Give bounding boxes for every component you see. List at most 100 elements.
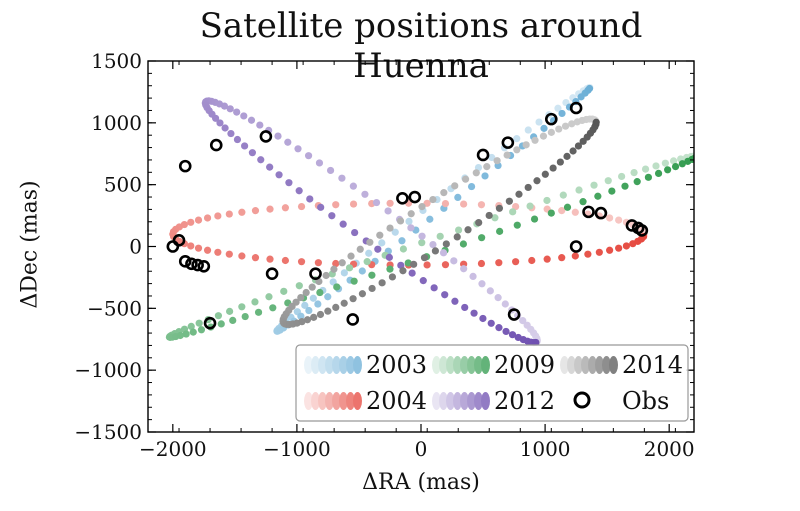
orbit-point — [295, 282, 303, 290]
orbit-point — [461, 175, 470, 183]
orbit-point — [241, 142, 249, 150]
legend-swatch-2004 — [304, 392, 313, 410]
orbit-point — [333, 283, 341, 291]
orbit-point — [461, 303, 469, 312]
orbit-point — [399, 267, 407, 275]
orbit-point — [304, 152, 313, 160]
orbit-point — [633, 178, 641, 186]
orbit-point — [396, 217, 405, 225]
orbit-point — [505, 197, 513, 205]
orbit-point — [693, 154, 694, 158]
legend-swatch-2004 — [353, 392, 362, 410]
legend-label: 2004 — [366, 387, 427, 415]
orbit-point — [238, 208, 246, 216]
orbit-point — [630, 168, 638, 177]
orbit-point — [585, 84, 594, 93]
orbit-point — [397, 261, 405, 269]
orbit-point — [194, 244, 203, 252]
orbit-point — [512, 202, 520, 211]
orbit-point — [266, 205, 274, 213]
orbit-point — [195, 319, 203, 327]
obs-point — [507, 308, 521, 321]
orbit-point — [314, 300, 322, 308]
orbit-point — [254, 308, 263, 316]
orbit-point — [322, 271, 330, 280]
orbit-point — [203, 246, 212, 254]
orbit-point — [453, 233, 461, 241]
orbit-point — [606, 246, 614, 254]
orbit-point — [508, 331, 517, 339]
y-tick-label: 1000 — [91, 111, 142, 135]
obs-point — [203, 316, 217, 330]
orbit-point — [308, 283, 316, 291]
orbit-point — [365, 249, 373, 257]
orbit-point — [524, 183, 532, 192]
orbit-point — [436, 232, 444, 240]
orbit-point — [621, 182, 629, 190]
orbit-point — [503, 151, 511, 159]
orbit-point — [251, 207, 260, 215]
orbit-point — [332, 303, 340, 312]
legend-swatch-2003 — [325, 356, 334, 374]
orbit-point — [441, 261, 450, 269]
obs-point — [209, 138, 223, 152]
y-tick-label: 1500 — [91, 49, 142, 73]
orbit-point — [329, 278, 337, 286]
orbit-point — [374, 245, 382, 253]
orbit-point — [470, 309, 478, 317]
orbit-point — [644, 173, 653, 181]
orbit-point — [211, 114, 220, 122]
orbit-point — [407, 224, 415, 232]
orbit-point — [539, 132, 548, 140]
obs-point — [346, 313, 360, 326]
y-tick-label: −500 — [87, 296, 142, 320]
orbit-point — [569, 147, 577, 155]
legend-swatch-2004 — [332, 392, 341, 410]
orbit-point — [376, 231, 384, 239]
orbit-point — [324, 307, 332, 315]
orbit-point — [495, 324, 503, 332]
legend-label: 2014 — [622, 351, 683, 379]
orbit-point — [558, 254, 566, 262]
orbit-point — [440, 189, 448, 197]
legend-swatch-2009 — [439, 356, 448, 374]
legend-swatch-2004 — [346, 392, 355, 410]
orbit-point — [478, 280, 486, 288]
orbit-point — [332, 201, 340, 209]
orbit-point — [410, 260, 418, 268]
orbit-point — [486, 287, 494, 295]
orbit-point — [475, 219, 483, 227]
orbit-point — [451, 297, 459, 305]
orbit-point — [315, 159, 324, 167]
y-tick-label: −1000 — [74, 358, 142, 382]
legend-label: Obs — [622, 387, 669, 415]
x-tick-label: −1000 — [263, 437, 331, 461]
orbit-point — [269, 304, 277, 312]
legend-swatch-obs — [573, 391, 591, 409]
orbit-point — [479, 314, 487, 323]
orbit-point — [404, 259, 412, 267]
orbit-point — [214, 312, 223, 320]
x-tick-label: 2000 — [644, 437, 695, 461]
orbit-point — [281, 256, 289, 265]
orbit-point — [522, 141, 530, 149]
orbit-point — [298, 318, 306, 326]
orbit-point — [328, 212, 336, 220]
obs-point — [197, 259, 211, 273]
orbit-point — [547, 128, 555, 136]
x-tick-label: −2000 — [139, 437, 207, 461]
orbit-point — [495, 204, 504, 212]
orbit-point — [495, 259, 503, 267]
x-axis-label: ΔRA (mas) — [362, 470, 480, 495]
orbit-point — [386, 265, 394, 273]
orbit-point — [459, 240, 468, 248]
orbit-point — [233, 108, 241, 116]
orbit-point — [469, 272, 477, 280]
data-layer — [165, 83, 694, 347]
orbit-point — [347, 252, 355, 260]
legend-label: 2009 — [494, 351, 555, 379]
orbit-point — [340, 269, 348, 277]
orbit-point — [543, 255, 551, 263]
series-2004 — [169, 199, 648, 269]
orbit-point — [227, 129, 235, 138]
